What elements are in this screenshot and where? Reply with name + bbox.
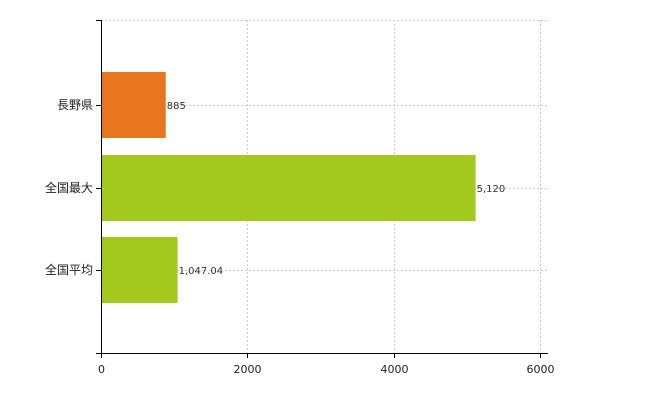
- data-label: 1,047.04: [179, 266, 224, 277]
- data-label: 885: [167, 101, 186, 112]
- bar-1: [101, 72, 166, 138]
- x-tick-label: 0: [98, 363, 105, 376]
- category-label: 全国最大: [45, 180, 93, 195]
- category-label: 長野県: [57, 98, 93, 112]
- bar-layer: [101, 72, 476, 303]
- bar-2: [101, 155, 476, 221]
- bar-3: [101, 237, 178, 303]
- x-tick-label: 4000: [381, 363, 409, 376]
- data-label: 5,120: [477, 184, 506, 195]
- category-label: 全国平均: [45, 262, 93, 277]
- axis-layer: [96, 20, 548, 358]
- x-tick-label: 6000: [527, 363, 555, 376]
- x-tick-label: 2000: [234, 363, 262, 376]
